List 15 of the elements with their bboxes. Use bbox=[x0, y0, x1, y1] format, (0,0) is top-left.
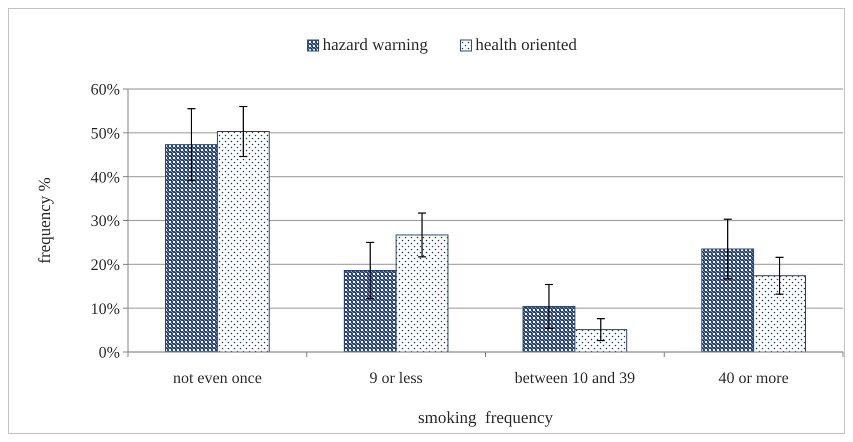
y-tick-label: 20% bbox=[90, 256, 120, 274]
y-tick-label: 30% bbox=[90, 213, 120, 230]
x-tick-label: 40 or more bbox=[718, 370, 789, 387]
legend-label: health oriented bbox=[475, 35, 578, 54]
y-tick-label: 0% bbox=[98, 344, 120, 362]
y-axis-title: frequency % bbox=[35, 177, 54, 264]
y-tick-label: 60% bbox=[90, 82, 120, 99]
x-tick-label: between 10 and 39 bbox=[514, 370, 636, 387]
y-tick-label: 10% bbox=[90, 300, 120, 318]
x-tick-label: not even once bbox=[172, 370, 262, 387]
x-tick-label: 9 or less bbox=[369, 370, 423, 387]
x-axis-title: smoking frequency bbox=[418, 408, 554, 427]
y-tick-label: 40% bbox=[90, 169, 120, 186]
y-tick-label: 50% bbox=[90, 125, 120, 142]
legend-label: hazard warning bbox=[322, 35, 428, 54]
